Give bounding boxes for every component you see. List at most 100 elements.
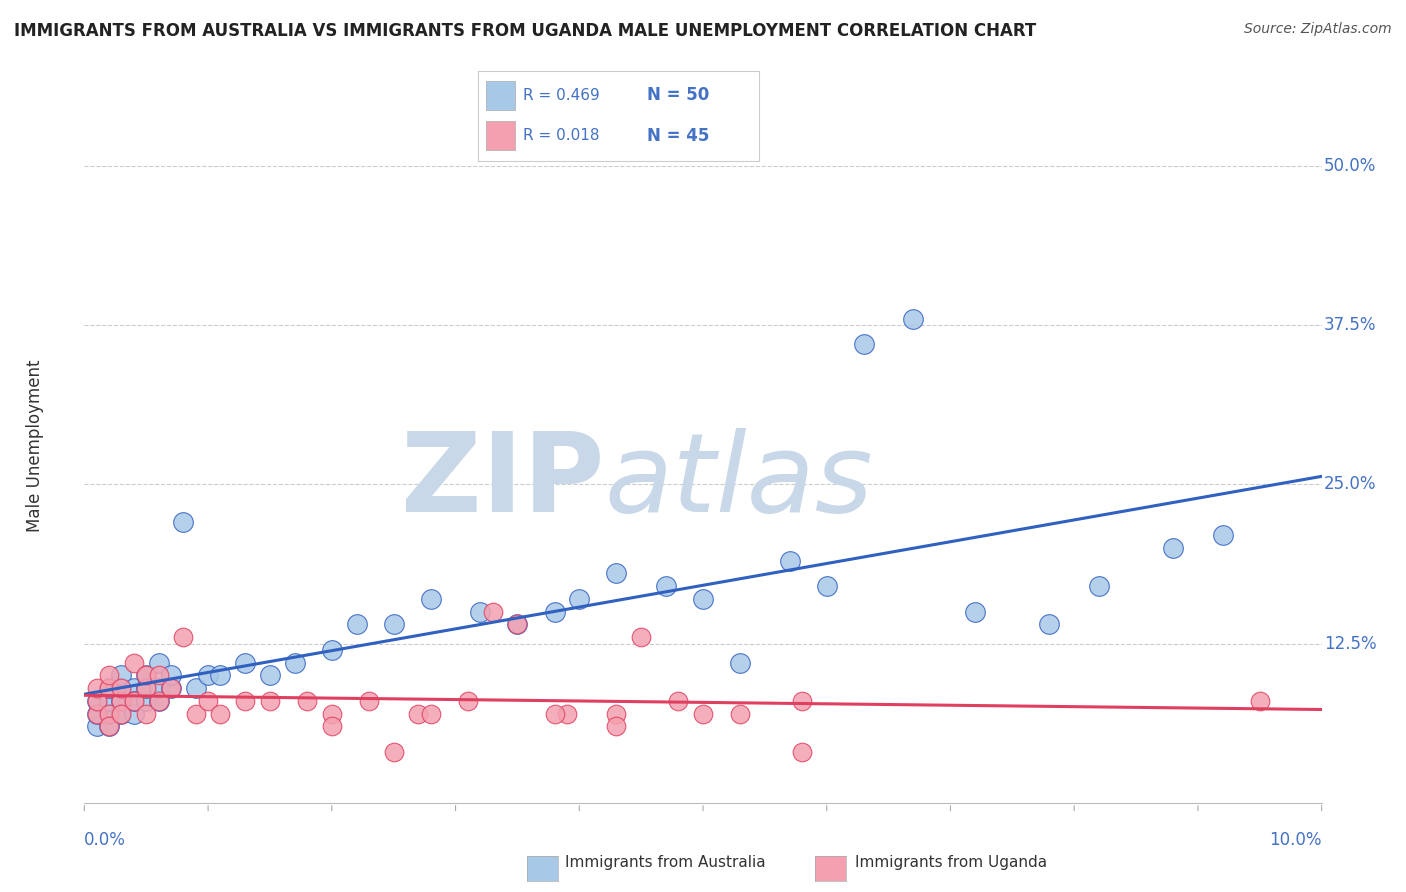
Point [110,694,132,708]
Text: 37.5%: 37.5% [1324,316,1376,334]
Point [605,566,627,581]
Point [543,706,565,721]
Text: Male Unemployment: Male Unemployment [25,359,44,533]
Point [110,681,132,695]
Point [284,656,307,670]
Point [692,706,714,721]
Text: Source: ZipAtlas.com: Source: ZipAtlas.com [1244,22,1392,37]
Text: R = 0.018: R = 0.018 [523,128,599,143]
FancyBboxPatch shape [486,81,515,110]
Text: 0.0%: 0.0% [84,831,127,849]
Point [98,668,121,682]
Point [630,630,652,644]
Point [98,694,121,708]
Point [408,706,430,721]
Point [357,694,380,708]
Point [98,681,121,695]
Point [382,745,405,759]
Text: IMMIGRANTS FROM AUSTRALIA VS IMMIGRANTS FROM UGANDA MALE UNEMPLOYMENT CORRELATIO: IMMIGRANTS FROM AUSTRALIA VS IMMIGRANTS … [14,22,1036,40]
Text: Immigrants from Australia: Immigrants from Australia [565,855,766,870]
Point [160,681,183,695]
Point [481,605,503,619]
Point [172,630,194,644]
FancyBboxPatch shape [486,121,515,150]
Point [506,617,529,632]
Point [98,681,121,695]
Point [98,706,121,721]
Point [197,668,219,682]
Point [605,719,627,733]
Point [965,605,987,619]
Point [790,694,813,708]
Point [86,694,108,708]
Point [110,681,132,695]
Text: 50.0%: 50.0% [1324,157,1376,175]
Point [98,706,121,721]
Point [903,311,925,326]
Point [86,694,108,708]
Text: 10.0%: 10.0% [1270,831,1322,849]
Point [160,668,183,682]
Point [419,591,441,606]
Point [506,617,529,632]
Point [110,706,132,721]
Text: R = 0.469: R = 0.469 [523,88,600,103]
Point [1249,694,1271,708]
Text: N = 50: N = 50 [647,87,709,104]
Point [346,617,368,632]
Text: ZIP: ZIP [401,428,605,535]
Point [209,668,232,682]
Point [779,554,801,568]
Point [148,681,170,695]
Point [122,656,145,670]
Point [382,617,405,632]
Point [148,668,170,682]
Text: N = 45: N = 45 [647,127,709,145]
Point [457,694,479,708]
Point [197,694,219,708]
Point [86,681,108,695]
Point [122,694,145,708]
Point [666,694,689,708]
Point [184,681,207,695]
Point [655,579,678,593]
Point [122,681,145,695]
Point [172,516,194,530]
Point [122,706,145,721]
Point [1038,617,1060,632]
Point [233,656,256,670]
Point [135,681,157,695]
Point [160,681,183,695]
Point [86,706,108,721]
Point [135,706,157,721]
Point [543,605,565,619]
Point [1161,541,1184,555]
Point [110,694,132,708]
Point [852,337,875,351]
Point [728,706,751,721]
Point [692,591,714,606]
Point [259,668,281,682]
Point [135,694,157,708]
Point [148,656,170,670]
Point [568,591,591,606]
Point [233,694,256,708]
Text: 12.5%: 12.5% [1324,634,1376,653]
Point [815,579,838,593]
Point [321,719,343,733]
Point [321,643,343,657]
Point [790,745,813,759]
Point [321,706,343,721]
Point [470,605,492,619]
Text: Immigrants from Uganda: Immigrants from Uganda [855,855,1047,870]
Point [209,706,232,721]
Point [555,706,578,721]
Point [135,668,157,682]
Point [259,694,281,708]
Point [1212,528,1234,542]
Point [86,719,108,733]
Point [184,706,207,721]
Point [148,694,170,708]
Point [135,681,157,695]
Point [110,668,132,682]
